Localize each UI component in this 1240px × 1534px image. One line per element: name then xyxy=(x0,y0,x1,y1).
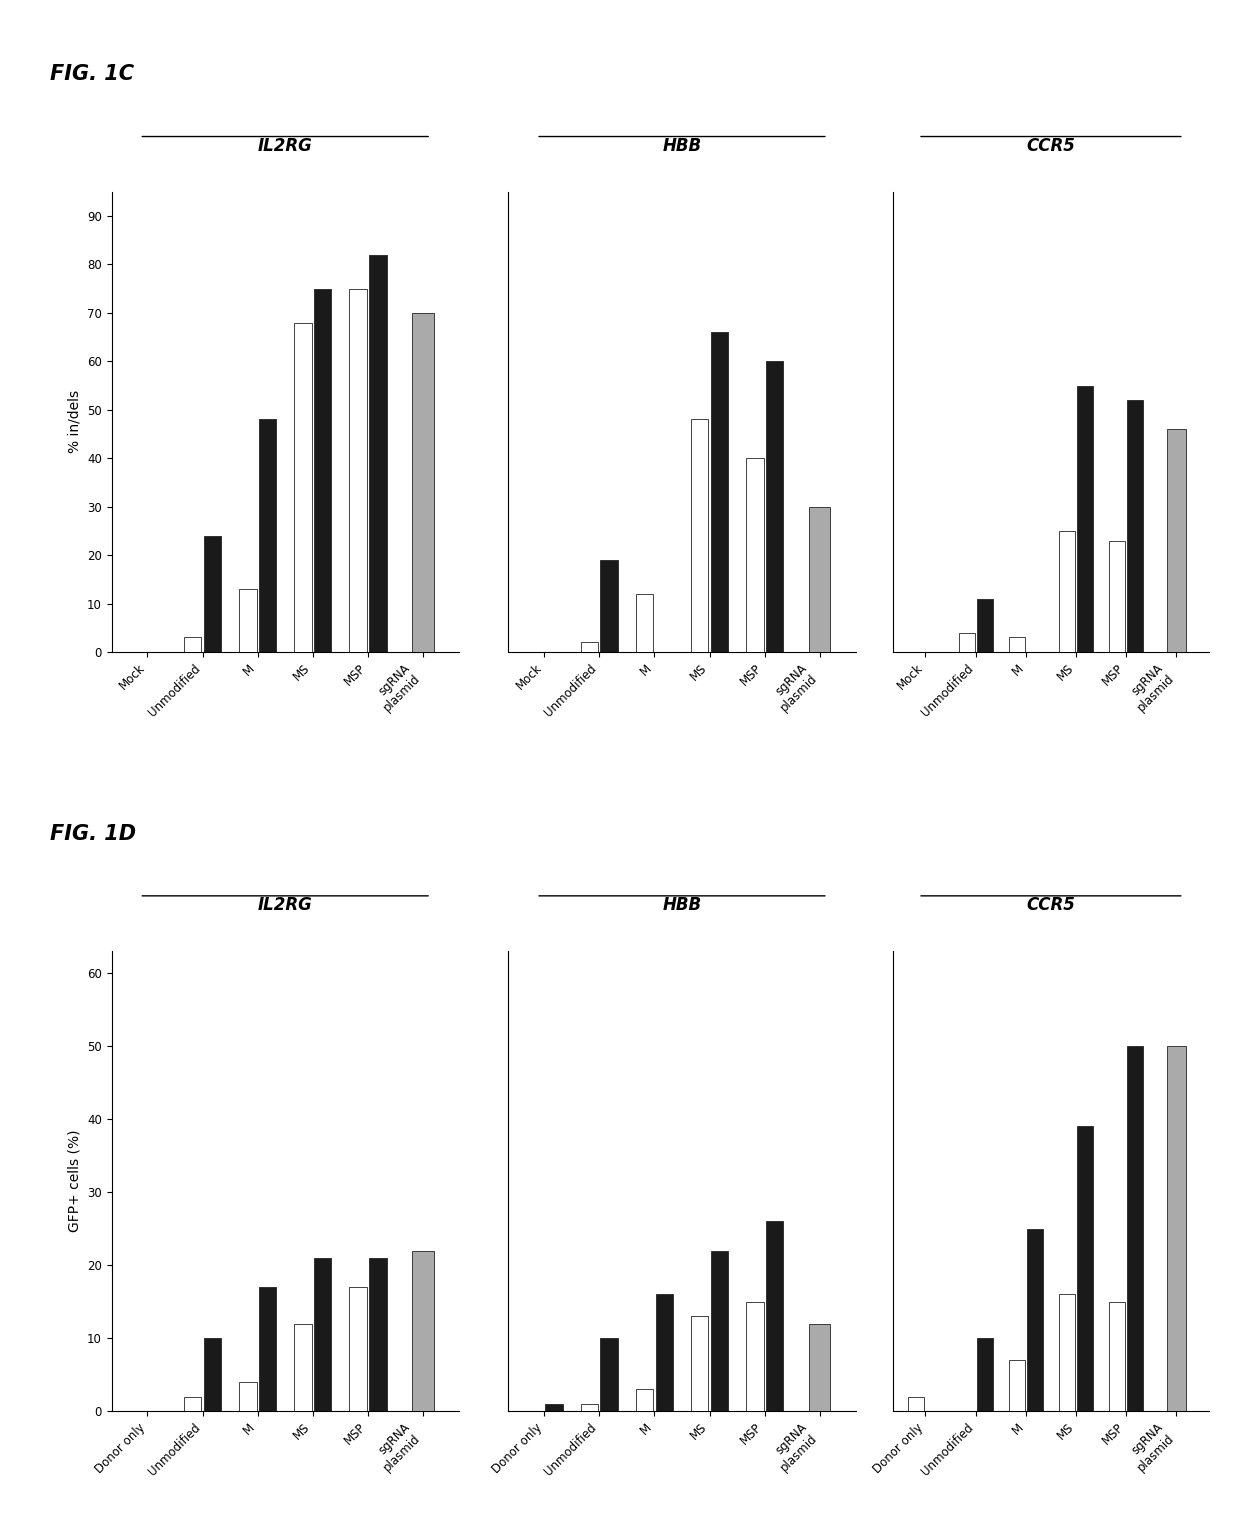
Y-axis label: % in/dels: % in/dels xyxy=(67,390,82,454)
Bar xyxy=(1009,638,1024,652)
Bar xyxy=(746,1302,764,1411)
Bar xyxy=(314,288,331,652)
Bar xyxy=(1167,1046,1185,1411)
Text: CCR5: CCR5 xyxy=(1027,137,1075,155)
Bar xyxy=(977,1338,993,1411)
Bar xyxy=(239,589,257,652)
Bar xyxy=(259,419,277,652)
Bar xyxy=(1109,540,1125,652)
Bar xyxy=(1167,430,1185,652)
Bar xyxy=(977,598,993,652)
Bar xyxy=(1027,1229,1043,1411)
Bar xyxy=(636,1390,653,1411)
Bar xyxy=(1127,1046,1143,1411)
Bar xyxy=(711,333,728,652)
Text: CCR5: CCR5 xyxy=(1027,896,1075,914)
Text: IL2RG: IL2RG xyxy=(258,137,312,155)
Bar xyxy=(959,632,975,652)
Bar xyxy=(546,1404,563,1411)
Bar xyxy=(294,1324,311,1411)
Text: FIG. 1C: FIG. 1C xyxy=(50,64,134,84)
Bar xyxy=(370,255,387,652)
Bar xyxy=(746,459,764,652)
Bar xyxy=(413,1250,434,1411)
Bar xyxy=(1127,400,1143,652)
Bar xyxy=(711,1250,728,1411)
Bar xyxy=(766,362,784,652)
Bar xyxy=(1059,1295,1075,1411)
Bar xyxy=(203,535,221,652)
Bar xyxy=(810,1324,831,1411)
Bar xyxy=(350,1287,367,1411)
Bar xyxy=(656,1295,673,1411)
Bar xyxy=(294,322,311,652)
Text: FIG. 1D: FIG. 1D xyxy=(50,824,135,844)
Bar xyxy=(184,638,201,652)
Bar xyxy=(239,1382,257,1411)
Bar xyxy=(636,594,653,652)
Bar xyxy=(691,1316,708,1411)
Text: IL2RG: IL2RG xyxy=(258,896,312,914)
Bar xyxy=(350,288,367,652)
Bar xyxy=(1009,1361,1024,1411)
Bar xyxy=(580,643,598,652)
Bar xyxy=(600,1338,618,1411)
Bar xyxy=(766,1221,784,1411)
Bar xyxy=(413,313,434,652)
Text: HBB: HBB xyxy=(662,896,702,914)
Bar xyxy=(810,506,831,652)
Bar xyxy=(1078,385,1094,652)
Bar xyxy=(691,419,708,652)
Bar xyxy=(1059,531,1075,652)
Bar xyxy=(184,1396,201,1411)
Y-axis label: GFP+ cells (%): GFP+ cells (%) xyxy=(67,1131,82,1232)
Text: HBB: HBB xyxy=(662,137,702,155)
Bar xyxy=(1109,1302,1125,1411)
Bar xyxy=(259,1287,277,1411)
Bar xyxy=(203,1338,221,1411)
Bar xyxy=(600,560,618,652)
Bar xyxy=(580,1404,598,1411)
Bar xyxy=(370,1258,387,1411)
Bar xyxy=(1078,1126,1094,1411)
Bar xyxy=(314,1258,331,1411)
Bar xyxy=(909,1396,924,1411)
